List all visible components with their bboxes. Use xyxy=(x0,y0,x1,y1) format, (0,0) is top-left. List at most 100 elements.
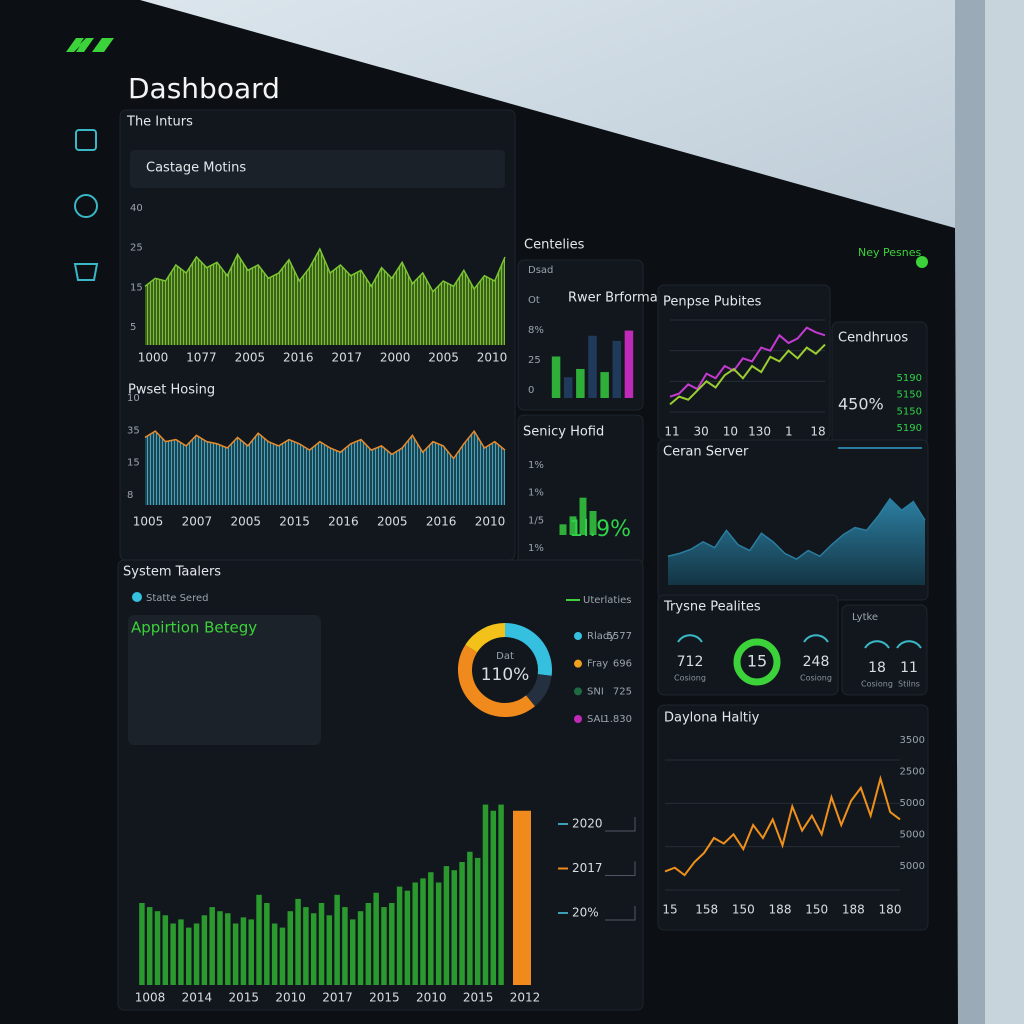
corner-label: Uterlaties xyxy=(583,595,631,606)
x-label: 1 xyxy=(785,425,793,439)
glass-frame xyxy=(955,0,985,1024)
x-label: 1000 xyxy=(138,351,169,365)
bar xyxy=(287,911,293,985)
line xyxy=(664,774,901,877)
y-label: 3500 xyxy=(900,735,925,746)
bar xyxy=(350,919,356,985)
gauge-value: 18 xyxy=(868,660,886,676)
bar xyxy=(624,330,634,398)
y-label: 5000 xyxy=(900,830,925,841)
x-label: 30 xyxy=(694,425,709,439)
x-label: 2014 xyxy=(182,991,213,1005)
x-label: 188 xyxy=(769,903,792,917)
y-label: 2500 xyxy=(900,767,925,778)
y-label: 10 xyxy=(127,393,140,404)
bar xyxy=(186,927,192,985)
y-label: 8% xyxy=(528,325,544,336)
bar xyxy=(326,915,333,985)
line xyxy=(667,497,926,560)
bar xyxy=(240,917,247,985)
donut-segment xyxy=(465,623,506,653)
x-label: 2005 xyxy=(230,515,261,529)
y-label: Dsad xyxy=(528,265,553,276)
x-label: 130 xyxy=(748,425,771,439)
x-label: 2017 xyxy=(322,991,353,1005)
bar xyxy=(256,894,262,985)
legend-value: 1.830 xyxy=(603,714,632,725)
bar xyxy=(334,894,340,985)
bar xyxy=(170,923,176,985)
panel-title: Senicy Hofid xyxy=(523,425,604,440)
x-label: 15 xyxy=(662,903,677,917)
gauge-arc xyxy=(864,640,890,649)
gauge-ring xyxy=(733,638,781,686)
panel-title: The Inturs xyxy=(126,115,193,130)
x-label: 2015 xyxy=(279,515,310,529)
y-label: 25 xyxy=(130,243,143,254)
x-label: 188 xyxy=(842,903,865,917)
legend-dot xyxy=(574,632,582,640)
area xyxy=(145,249,505,345)
x-label: 2015 xyxy=(228,991,259,1005)
bar xyxy=(318,903,325,985)
x-label: 1005 xyxy=(133,515,164,529)
gauge-value: 712 xyxy=(677,654,704,670)
bar xyxy=(139,903,145,985)
bracket xyxy=(605,861,636,876)
kpi-side: 5190 xyxy=(897,373,922,384)
gauge-label: Cosiong xyxy=(861,680,893,689)
x-label: 1008 xyxy=(135,991,166,1005)
bar xyxy=(490,810,497,985)
x-label: 2005 xyxy=(428,351,459,365)
x-label: 2005 xyxy=(235,351,266,365)
area xyxy=(145,431,505,505)
bar xyxy=(569,516,577,535)
bar xyxy=(217,911,223,985)
bar xyxy=(209,907,215,985)
panel-title: Cendhruos xyxy=(838,331,908,346)
bar xyxy=(612,340,622,398)
kpi-side: 5150 xyxy=(897,390,922,401)
gauge-value: 11 xyxy=(900,660,918,676)
bar xyxy=(551,356,561,398)
bar xyxy=(467,851,473,985)
bar xyxy=(193,923,200,985)
bracket xyxy=(605,817,636,832)
x-label: 2010 xyxy=(475,515,506,529)
gauge-label: Stilns xyxy=(898,680,920,689)
side-label: 2020 xyxy=(572,817,603,831)
bar xyxy=(271,923,278,985)
x-label: 180 xyxy=(879,903,902,917)
y-label: 15 xyxy=(127,458,140,469)
gauge-value: 15 xyxy=(747,652,767,671)
bar xyxy=(342,907,348,985)
bar xyxy=(589,511,597,535)
bar xyxy=(162,915,169,985)
panel-title: Trysne Pealites xyxy=(663,600,761,615)
y-label: 8 xyxy=(127,490,133,501)
x-label: 158 xyxy=(695,903,718,917)
bar xyxy=(264,903,270,985)
icon xyxy=(74,194,98,218)
panel-title: Centelies xyxy=(524,238,585,253)
bar xyxy=(303,907,309,985)
search-bar[interactable] xyxy=(130,150,505,188)
bar xyxy=(482,804,489,985)
kpi-side: 5150 xyxy=(897,406,922,417)
y-label: 5000 xyxy=(900,861,925,872)
panel-subtitle: Castage Motins xyxy=(146,161,246,176)
bar xyxy=(373,892,379,985)
bar xyxy=(389,903,395,985)
bar xyxy=(579,497,587,535)
gauge-arc xyxy=(677,634,703,643)
icon xyxy=(73,263,99,281)
bar xyxy=(154,911,161,985)
accent-bar xyxy=(513,810,531,985)
bar xyxy=(365,903,372,985)
panel-title: Pwset Hosing xyxy=(128,383,215,398)
legend-value: 696 xyxy=(613,659,632,670)
side-label: 2017 xyxy=(572,861,603,875)
big-value: 1l.9% xyxy=(569,517,631,542)
icon xyxy=(75,129,97,151)
gauge-arc xyxy=(896,640,922,649)
